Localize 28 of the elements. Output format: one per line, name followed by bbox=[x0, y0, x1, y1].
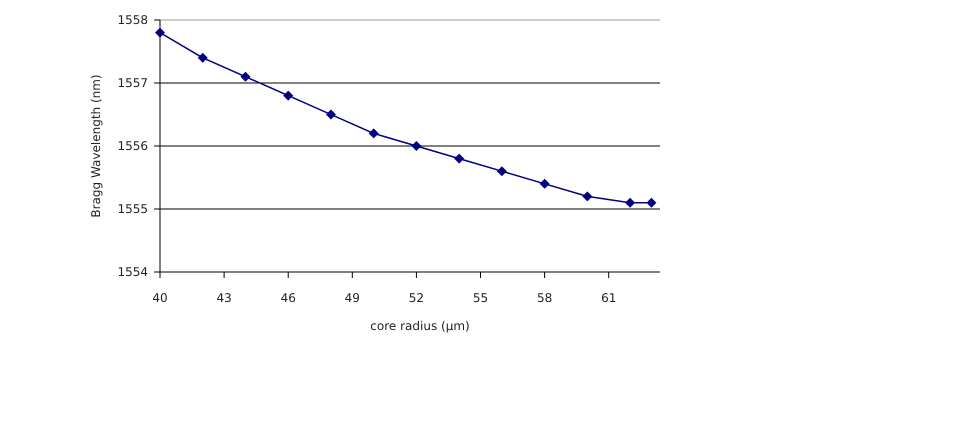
y-axis-title: Bragg Wavelength (nm) bbox=[89, 74, 103, 218]
point bbox=[646, 198, 656, 208]
y-tick-label: 1557 bbox=[117, 76, 148, 90]
point bbox=[283, 90, 294, 101]
y-tick-label: 1558 bbox=[117, 13, 148, 28]
y-tick-label: 1555 bbox=[117, 202, 148, 216]
point bbox=[411, 141, 422, 151]
y-tick-label: 1554 bbox=[117, 265, 148, 280]
x-tick-label: 40 bbox=[152, 291, 168, 305]
x-tick-label: 46 bbox=[280, 291, 296, 305]
point bbox=[454, 154, 464, 164]
point bbox=[582, 191, 592, 202]
x-tick-label: 52 bbox=[408, 291, 424, 305]
x-tick-label: 61 bbox=[601, 291, 616, 305]
point bbox=[240, 72, 250, 82]
point bbox=[155, 28, 165, 38]
x-tick-label: 49 bbox=[344, 291, 360, 305]
point bbox=[326, 110, 336, 120]
point bbox=[368, 128, 379, 138]
point bbox=[540, 178, 550, 189]
x-tick-label: 58 bbox=[536, 291, 552, 305]
y-tick-label: 1556 bbox=[117, 139, 148, 154]
x-tick-label: 43 bbox=[216, 291, 232, 305]
point bbox=[496, 166, 507, 176]
x-axis-title: core radius (μm) bbox=[370, 319, 470, 333]
x-tick-label: 55 bbox=[472, 291, 488, 305]
point bbox=[198, 52, 208, 63]
point bbox=[625, 198, 636, 208]
